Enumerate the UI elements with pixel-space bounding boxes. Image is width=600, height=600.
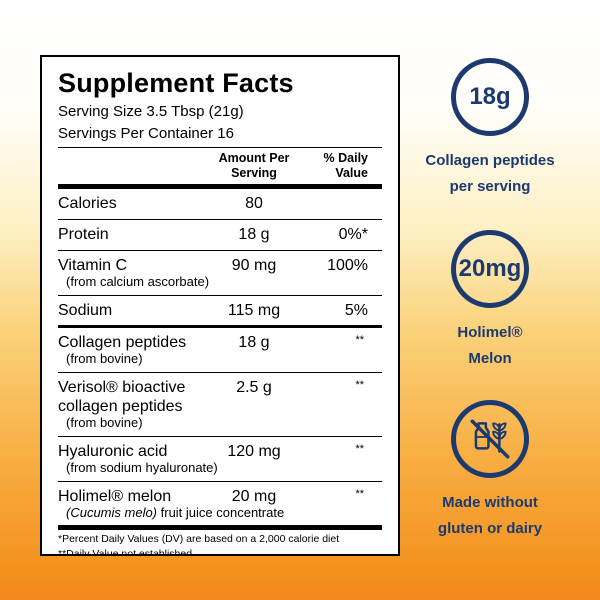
row-dv: ** <box>355 442 364 455</box>
divider <box>58 435 382 437</box>
thick-divider <box>58 524 382 530</box>
divider <box>58 146 382 148</box>
divider <box>58 371 382 373</box>
badge-label: Collagen peptides per serving <box>425 152 555 195</box>
table-row: Vitamin C 90 mg 100% (from calcium ascor… <box>58 254 382 291</box>
row-dv: 0%* <box>338 225 368 243</box>
row-dv: ** <box>355 333 364 346</box>
row-subtext: (from sodium hyaluronate) <box>66 459 218 475</box>
table-row: Holimel® melon 20 mg ** (Cucumis melo) f… <box>58 485 382 522</box>
divider <box>58 218 382 220</box>
row-name: Protein <box>58 225 109 243</box>
supplement-facts-panel: Supplement Facts Serving Size 3.5 Tbsp (… <box>40 55 400 556</box>
row-name: Holimel® melon <box>58 487 172 505</box>
panel-title: Supplement Facts <box>58 68 294 98</box>
badge-circle: 20mg <box>451 230 529 308</box>
badge-gluten-dairy-free: Made without gluten or dairy <box>404 400 576 542</box>
row-amount: 20 mg <box>231 487 277 505</box>
footnote-dv: *Percent Daily Values (DV) are based on … <box>58 532 340 545</box>
badge-value: 18g <box>469 83 511 110</box>
row-amount: 90 mg <box>231 256 277 274</box>
divider <box>58 249 382 251</box>
thick-divider <box>58 183 382 189</box>
badge-circle: 18g <box>451 58 529 136</box>
footnote-not-established: **Daily Value not established <box>58 547 193 556</box>
badge-value: 20mg <box>458 255 522 282</box>
row-name: Hyaluronic acid <box>58 442 168 460</box>
table-row: Protein 18 g 0%* <box>58 223 382 246</box>
row-amount: 120 mg <box>227 442 281 460</box>
row-amount: 2.5 g <box>236 378 272 396</box>
table-row: Collagen peptides 18 g ** (from bovine) <box>58 331 382 368</box>
row-subtext: (from bovine) <box>66 350 143 366</box>
row-name: Verisol® bioactive collagen peptides <box>58 378 186 415</box>
serving-size: Serving Size 3.5 Tbsp (21g) <box>58 102 244 120</box>
header-amount-per-serving: Amount Per Serving <box>218 150 290 180</box>
row-dv: 5% <box>344 301 368 319</box>
badge-collagen: 18g Collagen peptides per serving <box>404 58 576 200</box>
row-name: Vitamin C <box>58 256 128 274</box>
row-dv: ** <box>355 487 364 500</box>
row-name: Sodium <box>58 301 113 319</box>
row-name: Calories <box>58 194 117 212</box>
badge-label: Holimel® Melon <box>457 324 523 367</box>
divider <box>58 294 382 296</box>
header-spacer <box>58 151 208 181</box>
table-row: Hyaluronic acid 120 mg ** (from sodium h… <box>58 440 382 477</box>
row-dv: 100% <box>327 256 368 274</box>
badge-label: Made without gluten or dairy <box>437 494 543 537</box>
header-percent-daily-value: % Daily Value <box>323 150 368 180</box>
medium-divider <box>58 324 382 328</box>
badge-circle <box>451 400 529 478</box>
table-row: Verisol® bioactive collagen peptides 2.5… <box>58 376 382 432</box>
table-row: Calories 80 <box>58 192 382 215</box>
divider <box>58 480 382 482</box>
row-name: Collagen peptides <box>58 333 187 351</box>
row-subtext: (Cucumis melo) fruit juice concentrate <box>66 504 285 520</box>
table-header: Amount Per Serving % Daily Value <box>58 151 382 181</box>
row-amount: 115 mg <box>227 301 281 319</box>
row-amount: 18 g <box>238 225 270 243</box>
row-dv: ** <box>355 378 364 391</box>
row-subtext: (from bovine) <box>66 414 143 430</box>
row-subtext: (from calcium ascorbate) <box>66 273 210 289</box>
no-gluten-dairy-icon <box>470 419 510 459</box>
table-row: Sodium 115 mg 5% <box>58 299 382 322</box>
servings-per-container: Servings Per Container 16 <box>58 124 234 142</box>
row-amount: 18 g <box>238 333 270 351</box>
badge-holimel: 20mg Holimel® Melon <box>404 230 576 372</box>
row-amount: 80 <box>245 194 263 212</box>
